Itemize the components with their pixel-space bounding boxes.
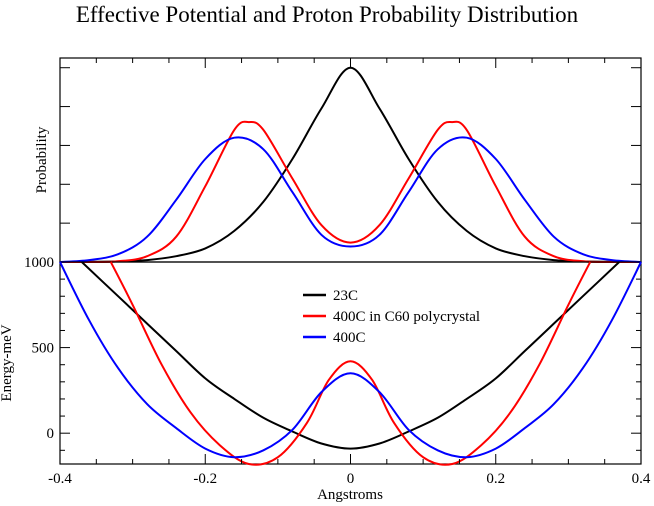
energy-y-axis-label: Energy-meV	[0, 324, 15, 401]
energy-panel: 0 500 1000 Energy-meV	[0, 255, 642, 466]
x-axis-ticks: -0.4 -0.2 0 0.2 0.4	[48, 58, 651, 487]
x-tick-label: 0.4	[632, 471, 651, 487]
probability-series-line-400c-in-c60-polycrystal	[59, 120, 642, 264]
legend-label-400c: 400C	[333, 330, 366, 346]
probability-panel: Probability	[34, 57, 642, 264]
energy-y-tick-label: 1000	[24, 255, 54, 271]
probability-y-axis-label: Probability	[34, 126, 50, 193]
energy-y-ticks: 0 500 1000	[24, 255, 641, 451]
energy-y-tick-label: 0	[47, 426, 55, 442]
probability-y-ticks	[60, 67, 641, 224]
energy-y-tick-label: 500	[32, 341, 55, 357]
legend-label-23c: 23C	[333, 288, 358, 304]
x-tick-label: -0.4	[48, 471, 72, 487]
chart-title: Effective Potential and Proton Probabili…	[76, 2, 579, 27]
probability-series-line-23c	[59, 66, 642, 263]
legend: 23C 400C in C60 polycrystal 400C	[303, 288, 480, 346]
energy-series-line-400c	[59, 261, 642, 459]
probability-panel-frame	[59, 57, 642, 263]
probability-series-line-400c	[59, 136, 642, 263]
probability-series	[59, 66, 642, 264]
x-tick-label: 0	[347, 471, 355, 487]
energy-series-line-400c-in-c60-polycrystal	[109, 261, 592, 466]
x-tick-label: 0.2	[486, 471, 505, 487]
x-axis-label: Angstroms	[317, 487, 383, 503]
energy-series	[59, 261, 642, 466]
x-tick-label: -0.2	[193, 471, 217, 487]
legend-label-400c-in-c60-polycrystal: 400C in C60 polycrystal	[333, 309, 480, 325]
energy-series-line-23c	[81, 261, 620, 450]
